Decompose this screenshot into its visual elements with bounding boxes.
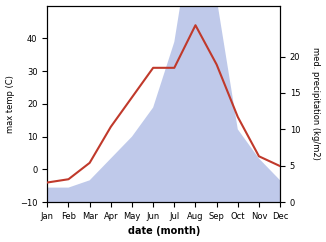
X-axis label: date (month): date (month): [127, 227, 200, 236]
Y-axis label: med. precipitation (kg/m2): med. precipitation (kg/m2): [311, 47, 320, 160]
Y-axis label: max temp (C): max temp (C): [6, 75, 15, 133]
